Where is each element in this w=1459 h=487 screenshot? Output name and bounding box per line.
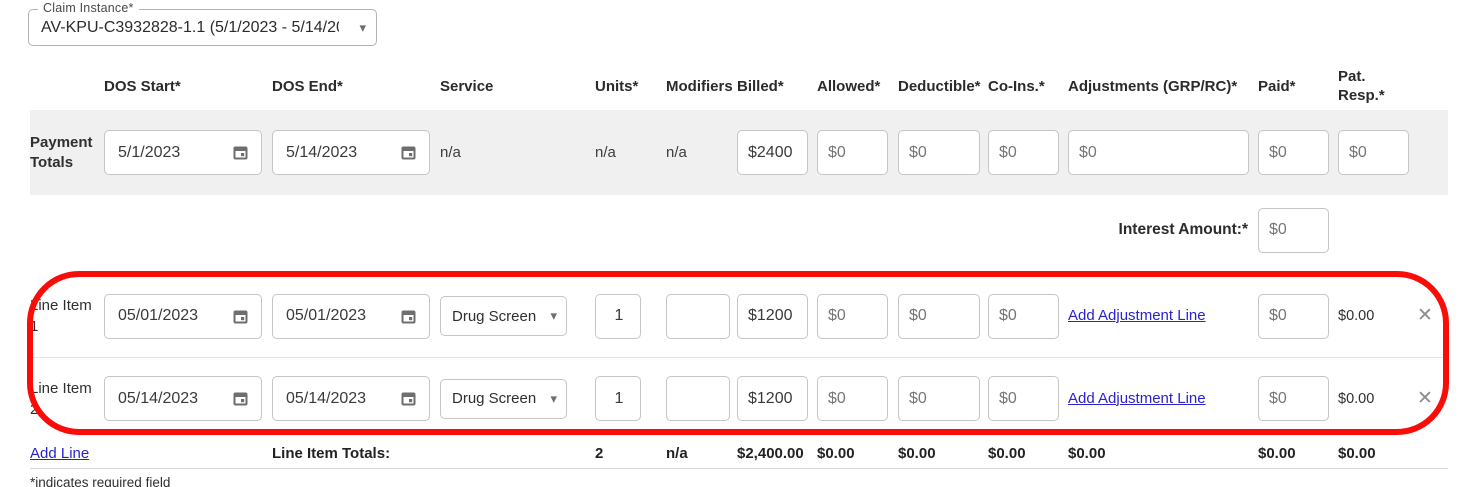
line-item-row-1: Line Item 1 05/01/2023 05/01/2023 — [30, 275, 1448, 357]
totals-modifiers: n/a — [666, 445, 688, 462]
payment-paid-input[interactable] — [1258, 130, 1329, 175]
table-header-row: DOS Start* DOS End* Service Units* Modif… — [30, 64, 1448, 110]
line2-units-input[interactable] — [595, 376, 641, 421]
required-field-footnote: *indicates required field — [30, 475, 171, 487]
calendar-icon[interactable] — [232, 390, 249, 407]
chevron-down-icon: ▾ — [359, 19, 366, 35]
totals-co-ins: $0.00 — [988, 445, 1026, 462]
interest-amount-row: Interest Amount:* — [30, 207, 1448, 253]
header-co-ins: Co-Ins.* — [988, 77, 1045, 95]
line-items-section: Line Item 1 05/01/2023 05/01/2023 — [30, 275, 1448, 439]
line1-deductible-input[interactable] — [898, 293, 980, 339]
claim-instance-label: Claim Instance* — [38, 1, 139, 15]
payment-billed-input[interactable] — [737, 130, 808, 175]
payment-modifiers-na: n/a — [666, 144, 687, 161]
line1-co-ins-input[interactable] — [988, 293, 1059, 339]
line2-paid-input[interactable] — [1258, 376, 1329, 421]
line1-units-input[interactable] — [595, 293, 641, 339]
calendar-icon[interactable] — [400, 308, 417, 325]
payment-units-na: n/a — [595, 144, 616, 161]
calendar-icon[interactable] — [232, 144, 249, 161]
header-adjustments: Adjustments (GRP/RC)* — [1068, 77, 1238, 95]
line1-add-adjustment-link[interactable]: Add Adjustment Line — [1068, 307, 1206, 324]
line1-billed-input[interactable] — [737, 293, 808, 339]
line1-allowed-input[interactable] — [817, 293, 888, 339]
line1-pat-resp-value: $0.00 — [1338, 308, 1375, 324]
chevron-down-icon: ▾ — [550, 390, 557, 406]
line2-dos-end-input[interactable]: 05/14/2023 — [272, 376, 430, 421]
line1-remove-icon[interactable]: ✕ — [1417, 304, 1433, 326]
line2-allowed-input[interactable] — [817, 376, 888, 421]
totals-deductible: $0.00 — [898, 445, 936, 462]
line-item-row-2: Line Item 2 05/14/2023 05/14/2023 — [30, 357, 1448, 439]
interest-amount-label: Interest Amount:* — [1118, 221, 1248, 238]
line2-remove-icon[interactable]: ✕ — [1417, 386, 1433, 409]
header-dos-end: DOS End* — [272, 77, 343, 95]
payment-totals-label: Payment Totals — [30, 134, 93, 171]
line2-billed-input[interactable] — [737, 376, 808, 421]
header-units: Units* — [595, 77, 639, 95]
header-billed: Billed* — [737, 77, 784, 95]
line1-service-select[interactable]: Drug Screen ▾ — [440, 296, 567, 336]
line2-service-select[interactable]: Drug Screen ▾ — [440, 378, 567, 419]
line1-dos-start-input[interactable]: 05/01/2023 — [104, 293, 262, 339]
add-line-link[interactable]: Add Line — [30, 444, 90, 462]
line2-co-ins-input[interactable] — [988, 376, 1059, 421]
calendar-icon[interactable] — [400, 144, 417, 161]
totals-allowed: $0.00 — [817, 445, 855, 462]
payment-deductible-input[interactable] — [898, 130, 980, 175]
calendar-icon[interactable] — [232, 308, 249, 325]
line2-modifiers-input[interactable] — [666, 376, 730, 421]
header-service: Service — [440, 77, 494, 95]
line2-deductible-input[interactable] — [898, 376, 980, 421]
header-deductible: Deductible* — [898, 77, 981, 95]
line-item-totals-label: Line Item Totals: — [272, 445, 391, 462]
line1-dos-end-input[interactable]: 05/01/2023 — [272, 293, 430, 339]
totals-units: 2 — [595, 445, 604, 462]
chevron-down-icon: ▾ — [550, 308, 557, 323]
header-allowed: Allowed* — [817, 77, 881, 95]
interest-amount-input[interactable] — [1258, 207, 1329, 253]
claim-payment-form: Claim Instance* AV-KPU-C3932828-1.1 (5/1… — [28, 1, 1448, 487]
line-item-totals-row: Add Line Line Item Totals: 2 n/a $2,400.… — [30, 439, 1448, 469]
header-paid: Paid* — [1258, 77, 1296, 95]
line2-dos-start-input[interactable]: 05/14/2023 — [104, 376, 262, 421]
claim-instance-select[interactable]: Claim Instance* AV-KPU-C3932828-1.1 (5/1… — [28, 1, 377, 46]
totals-pat-resp: $0.00 — [1338, 445, 1376, 462]
payment-allowed-input[interactable] — [817, 130, 888, 175]
payment-totals-row: Payment Totals 5/1/2023 5/14/2023 n/a n/… — [30, 110, 1448, 195]
claim-instance-value: AV-KPU-C3932828-1.1 (5/1/2023 - 5/14/20 — [41, 18, 339, 36]
line2-pat-resp-value: $0.00 — [1338, 390, 1375, 407]
payment-dos-start-input[interactable]: 5/1/2023 — [104, 130, 262, 175]
header-pat-resp: Pat. Resp.* — [1338, 68, 1385, 104]
line-item-1-label: Line Item 1 — [30, 297, 92, 335]
header-modifiers: Modifiers — [666, 77, 733, 95]
payment-dos-end-input[interactable]: 5/14/2023 — [272, 130, 430, 175]
line1-paid-input[interactable] — [1258, 293, 1329, 339]
line2-add-adjustment-link[interactable]: Add Adjustment Line — [1068, 389, 1206, 407]
totals-paid: $0.00 — [1258, 445, 1296, 462]
payment-co-ins-input[interactable] — [988, 130, 1059, 175]
totals-adjustments: $0.00 — [1068, 445, 1106, 462]
line-item-2-label: Line Item 2 — [30, 379, 92, 418]
totals-billed: $2,400.00 — [737, 445, 804, 462]
header-dos-start: DOS Start* — [104, 77, 181, 95]
payment-adjustments-input[interactable] — [1068, 130, 1249, 175]
calendar-icon[interactable] — [400, 390, 417, 407]
payment-service-na: n/a — [440, 144, 461, 161]
payment-pat-resp-input[interactable] — [1338, 130, 1409, 175]
line1-modifiers-input[interactable] — [666, 293, 730, 339]
